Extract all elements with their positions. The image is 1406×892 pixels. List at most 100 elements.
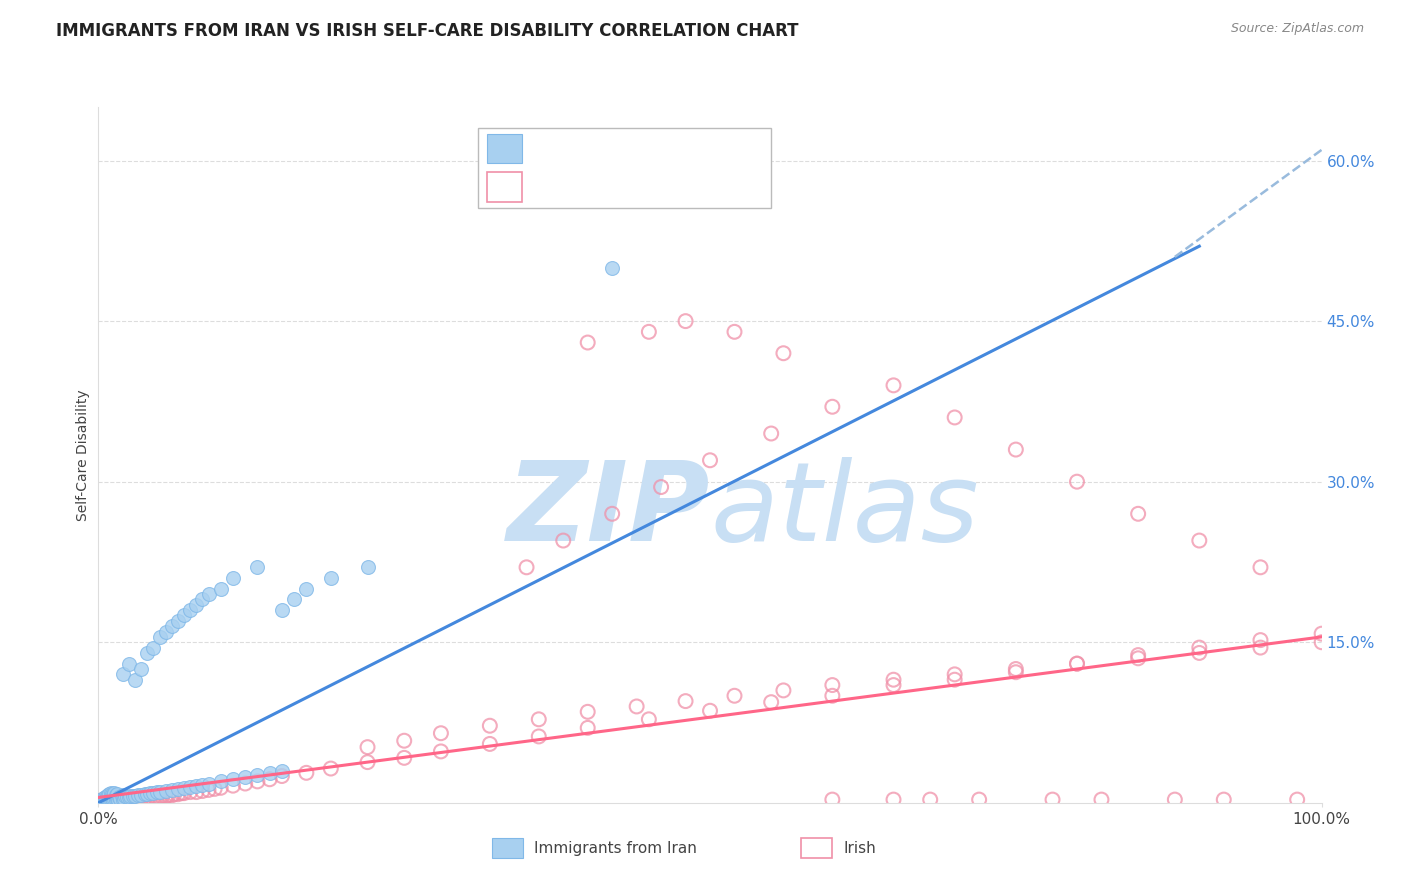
Point [120, 792, 142, 806]
Point [108, 794, 131, 808]
Point [163, 787, 186, 801]
Point [94, 794, 117, 808]
Point [110, 792, 132, 806]
Point [197, 776, 219, 790]
Point [160, 789, 183, 803]
Point [157, 789, 180, 803]
Point [246, 768, 269, 782]
Point [430, 726, 453, 740]
Point [91, 794, 114, 808]
Point [118, 657, 141, 671]
Point [1249, 560, 1271, 574]
Point [96, 794, 118, 808]
Text: Immigrants from Iran: Immigrants from Iran [534, 841, 697, 855]
Point [121, 789, 143, 804]
Point [186, 785, 208, 799]
Point [478, 719, 501, 733]
Point [920, 792, 942, 806]
Point [160, 619, 183, 633]
Point [132, 792, 155, 806]
Point [515, 560, 537, 574]
Point [356, 560, 378, 574]
Point [142, 640, 165, 655]
Point [129, 662, 152, 676]
Point [527, 712, 550, 726]
Point [179, 785, 201, 799]
Point [115, 792, 138, 806]
Point [270, 764, 294, 778]
Point [270, 769, 294, 783]
Point [233, 776, 256, 790]
Point [142, 786, 165, 800]
Point [173, 608, 195, 623]
Point [1188, 646, 1211, 660]
Point [167, 614, 190, 628]
Point [295, 765, 318, 780]
Text: IMMIGRANTS FROM IRAN VS IRISH SELF-CARE DISABILITY CORRELATION CHART: IMMIGRANTS FROM IRAN VS IRISH SELF-CARE … [56, 22, 799, 40]
Point [821, 400, 844, 414]
Point [197, 783, 219, 797]
Point [821, 792, 844, 806]
Point [1066, 475, 1088, 489]
Point [1004, 442, 1026, 457]
Point [98, 792, 121, 806]
Point [160, 783, 183, 797]
Point [295, 582, 318, 596]
Point [155, 624, 177, 639]
Point [319, 571, 342, 585]
Point [100, 792, 122, 806]
Point [1286, 792, 1309, 806]
Point [723, 325, 745, 339]
Point [233, 770, 256, 784]
Point [392, 751, 416, 765]
Point [96, 792, 118, 806]
Point [91, 791, 114, 805]
Point [104, 792, 127, 806]
Point [600, 507, 623, 521]
Point [101, 792, 124, 806]
Point [1128, 651, 1150, 665]
Point [114, 789, 136, 804]
Point [97, 794, 120, 808]
Point [128, 792, 150, 806]
Point [101, 794, 124, 808]
Point [650, 480, 672, 494]
Point [883, 792, 905, 806]
Point [246, 560, 269, 574]
Point [1128, 507, 1150, 521]
Point [93, 792, 115, 806]
Point [638, 712, 661, 726]
Point [150, 789, 173, 804]
Point [129, 791, 152, 805]
Point [103, 792, 125, 806]
Point [167, 787, 190, 801]
Point [179, 603, 201, 617]
Point [259, 765, 281, 780]
Point [356, 755, 378, 769]
Point [93, 792, 115, 806]
Point [191, 784, 214, 798]
Point [110, 791, 132, 805]
Point [723, 689, 745, 703]
Point [104, 792, 127, 806]
Point [576, 705, 599, 719]
Point [699, 453, 721, 467]
Bar [488, 172, 522, 202]
Point [105, 792, 128, 806]
Text: Source: ZipAtlas.com: Source: ZipAtlas.com [1230, 22, 1364, 36]
Point [170, 786, 193, 800]
Point [122, 792, 145, 806]
Point [1042, 792, 1064, 806]
Point [356, 740, 378, 755]
Point [1164, 792, 1187, 806]
Point [1188, 533, 1211, 548]
Point [100, 789, 122, 804]
Point [134, 791, 156, 805]
Point [191, 778, 214, 792]
Point [967, 792, 990, 806]
Point [222, 772, 245, 787]
Point [115, 790, 138, 805]
Point [772, 346, 794, 360]
Point [107, 792, 129, 806]
Point [576, 335, 599, 350]
